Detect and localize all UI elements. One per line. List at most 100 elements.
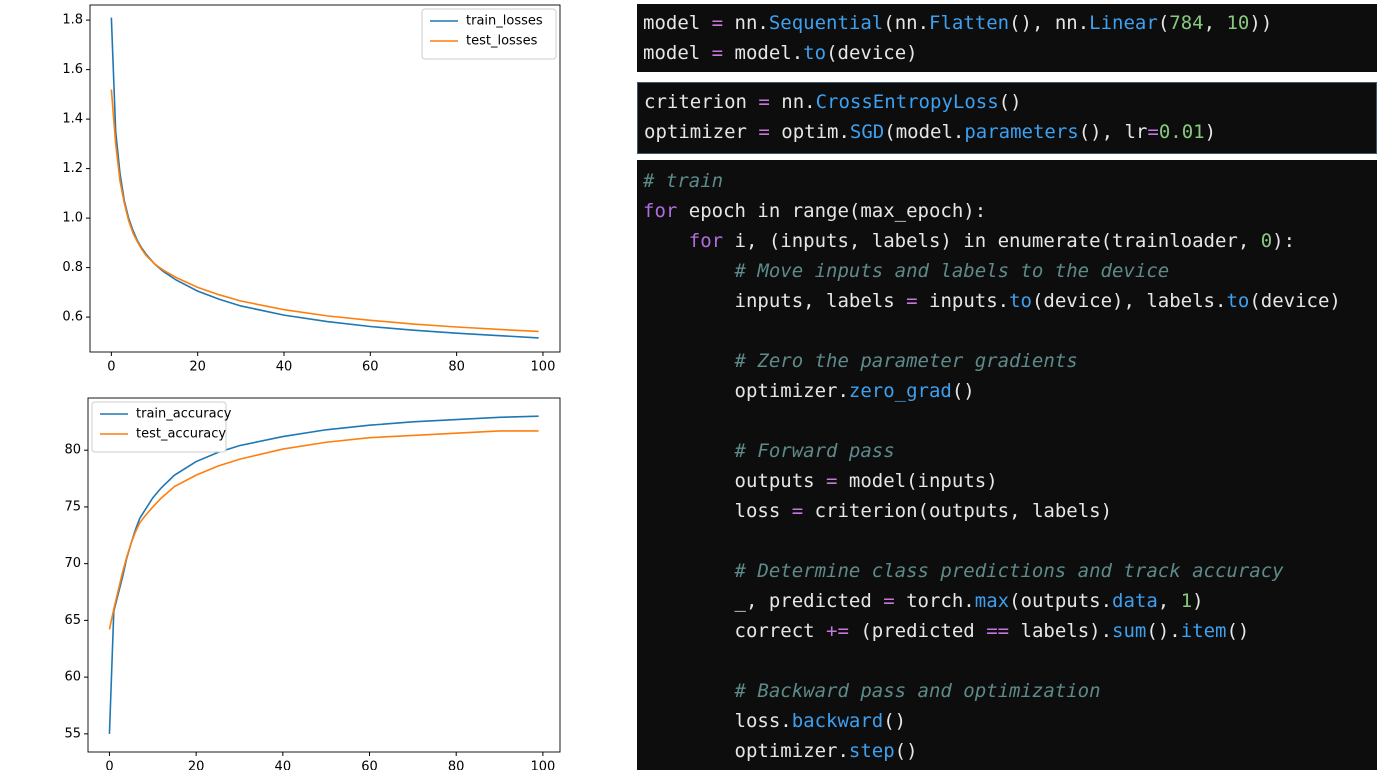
code-token: += [826,620,849,642]
code-line: loss.backward() [637,706,1377,736]
x-tick-label: 60 [362,360,379,375]
code-block: criterion = nn.CrossEntropyLoss() optimiz… [637,82,1377,154]
data-line [110,89,539,333]
code-token: Sequential [768,12,884,34]
x-tick-label: 0 [107,360,115,375]
code-block: model = nn.Sequential(nn.Flatten(), nn.L… [637,4,1377,72]
y-tick-label: 65 [64,613,81,628]
data-line [108,430,539,630]
y-tick-label: 60 [64,670,81,685]
code-panel: model = nn.Sequential(nn.Flatten(), nn.L… [637,0,1377,770]
code-token: optim. [769,121,850,143]
code-token: model [643,12,712,34]
data-line [110,17,539,339]
x-tick-label: 100 [531,360,556,375]
code-token: ) [1192,590,1204,612]
code-token: labels). [1009,620,1113,642]
code-token: # Forward pass [643,440,895,462]
y-tick-label: 1.0 [62,211,83,226]
code-token: model. [723,42,804,64]
code-token: optimizer. [643,740,849,762]
code-token: epoch in range(max_epoch): [677,200,987,222]
axes-frame [89,4,561,353]
code-token: = [791,500,804,522]
code-token: 0 [1260,230,1273,252]
x-tick-label: 0 [105,760,113,770]
code-line: for epoch in range(max_epoch): [637,196,1377,226]
x-tick-label: 60 [361,760,378,770]
code-line: # Move inputs and labels to the device [637,256,1377,286]
y-tick-label: 1.2 [62,161,83,176]
code-token: (outputs. [1009,590,1113,612]
code-token: ( [1157,12,1170,34]
code-token: 0.01 [1158,121,1205,143]
code-token: = [711,42,724,64]
code-line: # Backward pass and optimization [637,676,1377,706]
code-token: data [1112,590,1158,612]
code-token: loss. [643,710,792,732]
y-tick-label: 80 [64,443,81,458]
code-token: max [974,590,1010,612]
code-token: = [1147,121,1159,143]
code-token: # Determine class predictions and track … [643,560,1284,582]
code-token: step [848,740,895,762]
code-line: # Zero the parameter gradients [637,346,1377,376]
code-token: = [883,590,895,612]
charts: 0 20 40 60 80 100 0.6 0.8 1.0 1.2 1.4 1.6 1.8 train_l… [62,4,561,770]
code-line: # Determine class predictions and track … [637,556,1377,586]
legend-label: test_accuracy [136,427,226,442]
code-line: criterion = nn.CrossEntropyLoss() [638,87,1376,117]
code-token: parameters [964,121,1079,143]
code-token: criterion [644,91,759,113]
code-token: == [986,620,1010,642]
code-token: criterion(outputs, labels) [803,500,1113,522]
y-tick-label: 1.6 [62,62,83,77]
legend-label: train_accuracy [136,407,232,422]
code-token: (predicted [848,620,987,642]
code-line: optimizer = optim.SGD(model.parameters()… [638,117,1376,147]
code-line: loss = criterion(outputs, labels) [637,496,1377,526]
code-token: , [1157,590,1181,612]
x-tick-label: 40 [275,760,292,770]
code-token: optimizer [644,121,759,143]
code-token: nn. [723,12,769,34]
code-token: () [951,380,975,402]
code-token: () [894,740,918,762]
code-token: SGD [849,121,885,143]
code-token: sum [1112,620,1147,642]
code-token: # Backward pass and optimization [643,680,1101,702]
x-tick-label: 100 [530,760,555,770]
blank-line [637,526,1377,556]
code-line: model = nn.Sequential(nn.Flatten(), nn.L… [637,8,1377,38]
y-tick-label: 0.6 [62,310,83,325]
code-line: # train [637,166,1377,196]
code-token: # Move inputs and labels to the device [643,260,1170,282]
code-token: _, predicted [643,590,884,612]
code-token: (model. [884,121,965,143]
code-token: # Zero the parameter gradients [643,350,1078,372]
code-token: = [826,470,838,492]
code-token: (), lr [1078,121,1148,143]
code-token: to [803,42,827,64]
x-tick-label: 20 [189,360,206,375]
code-token: () [1226,620,1250,642]
blank-line [637,646,1377,676]
code-token: to [1226,290,1250,312]
code-token: loss [643,500,792,522]
blank-line [637,406,1377,436]
x-tick-label: 80 [448,760,465,770]
y-tick-label: 55 [64,726,81,741]
code-token: optimizer. [643,380,849,402]
code-token: # train [643,170,724,192]
code-token: = [711,12,724,34]
code-line: optimizer.zero_grad() [637,376,1377,406]
x-tick-label: 40 [276,360,293,375]
legend-label: train_losses [466,14,543,29]
code-token: torch. [894,590,975,612]
code-token: = [758,91,770,113]
code-token: (), nn. [1009,12,1090,34]
code-line: optimizer.step() [637,736,1377,766]
code-token: = [758,121,770,143]
code-token: () [998,91,1022,113]
